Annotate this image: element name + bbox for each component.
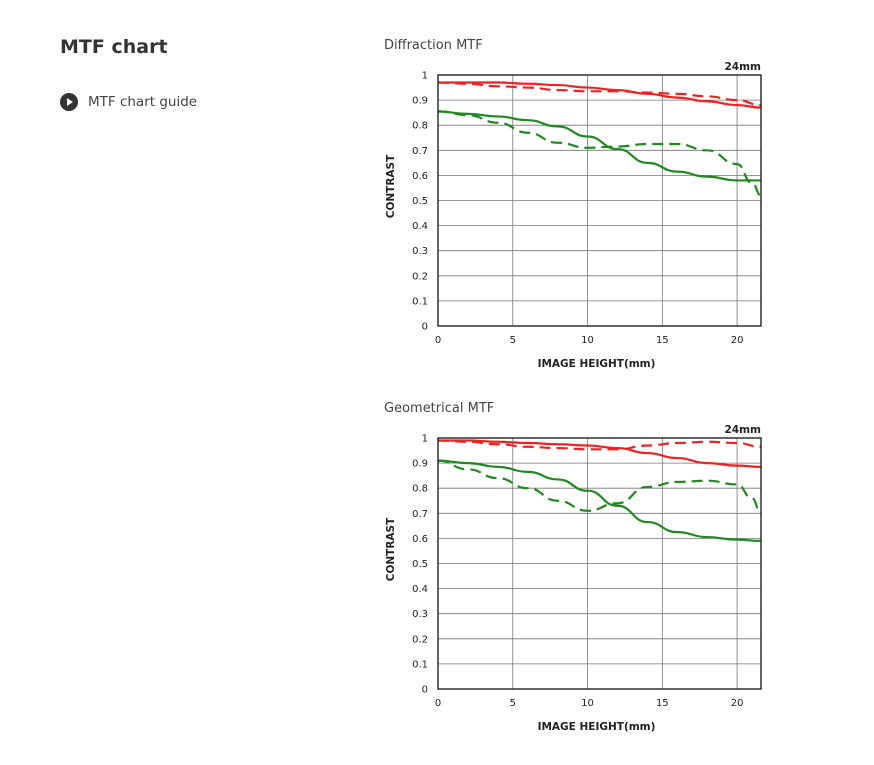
- mtf-series-line: [438, 81, 762, 109]
- plot-frame: [437, 437, 762, 690]
- mtf-series-line: [437, 81, 762, 107]
- y-tick-label: 0.9: [412, 459, 428, 470]
- geometrical-mtf-section: Geometrical MTF 0 0.1 0.2 0.3 0.4 0.5 0.6 0.7 0.…: [384, 401, 784, 733]
- x-tick-label: 15: [656, 335, 669, 346]
- y-tick-label: 0.6: [412, 534, 428, 545]
- play-circle-icon: [60, 93, 78, 111]
- plot-frame: [437, 74, 762, 327]
- x-tick-label: 5: [510, 335, 516, 346]
- y-tick-label: 0.3: [412, 609, 428, 620]
- y-tick-label: 0: [422, 685, 428, 696]
- y-axis-label: CONTRAST: [385, 154, 397, 218]
- mtf-series-line: [437, 459, 762, 515]
- x-tick-label: 0: [435, 698, 441, 709]
- mtf-series-line: [437, 439, 762, 468]
- y-tick-label: 0.2: [412, 271, 428, 282]
- sidebar: MTF chart MTF chart guide: [60, 36, 197, 111]
- geometrical-mtf-chart: 00.10.20.30.40.50.60.70.80.910 5 10 15 2024m…: [385, 424, 762, 733]
- x-tick-label: 10: [581, 335, 594, 346]
- x-tick-label: 5: [510, 698, 516, 709]
- y-tick-label: 0.2: [412, 634, 428, 645]
- x-tick-label: 20: [731, 698, 744, 709]
- y-tick-label: 0.1: [412, 296, 428, 307]
- x-tick-label: 10: [581, 698, 594, 709]
- diffraction-mtf-section: Diffraction MTF 0 0.1 0.2 0.3 0.4 0.5 0.6 0.7 0.…: [384, 38, 784, 370]
- mtf-series-line: [437, 110, 761, 182]
- y-tick-label: 0.9: [412, 96, 428, 107]
- y-tick-label: 0.3: [412, 246, 428, 257]
- x-axis-label: IMAGE HEIGHT(mm): [538, 358, 656, 370]
- mtf-chart-guide-link[interactable]: MTF chart guide: [60, 93, 197, 111]
- focal-length-label: 24mm: [725, 424, 762, 436]
- diffraction-mtf-chart: 00.10.20.30.40.50.60.70.80.910 5 10 15 2024m…: [385, 61, 762, 370]
- y-tick-label: 0.4: [412, 221, 428, 232]
- mtf-chart-guide-label: MTF chart guide: [88, 94, 198, 110]
- y-axis-label: CONTRAST: [385, 517, 397, 581]
- chart-title: Diffraction MTF: [384, 38, 483, 53]
- page-title: MTF chart: [60, 36, 168, 58]
- mtf-series-line: [437, 439, 762, 451]
- y-tick-label: 0.1: [412, 659, 428, 670]
- y-tick-label: 0: [422, 322, 428, 333]
- x-tick-label: 0: [435, 335, 441, 346]
- y-tick-label: 0.7: [412, 509, 428, 520]
- y-tick-label: 0.8: [412, 484, 428, 495]
- mtf-series-line: [437, 459, 762, 543]
- y-tick-label: 0.4: [412, 584, 428, 595]
- x-axis-label: IMAGE HEIGHT(mm): [538, 721, 656, 733]
- y-tick-label: 1: [422, 434, 428, 445]
- y-tick-label: 0.7: [412, 146, 428, 157]
- x-tick-label: 15: [656, 698, 669, 709]
- y-tick-label: 1: [422, 71, 428, 82]
- y-tick-label: 0.5: [412, 196, 428, 207]
- mtf-series-line: [437, 110, 762, 197]
- x-tick-label: 20: [731, 335, 744, 346]
- focal-length-label: 24mm: [725, 61, 762, 73]
- y-tick-label: 0.5: [412, 559, 428, 570]
- y-tick-label: 0.8: [412, 121, 428, 132]
- y-tick-label: 0.6: [412, 171, 428, 182]
- chart-title: Geometrical MTF: [384, 401, 495, 416]
